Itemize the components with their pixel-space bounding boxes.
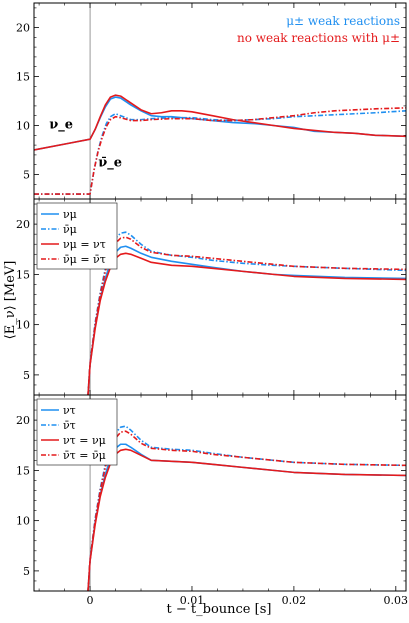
- series-line-3: [87, 252, 406, 395]
- series-line-2: [34, 94, 406, 151]
- annotation-text: μ± weak reactions: [286, 14, 400, 28]
- curve-label: ν̄_e: [98, 156, 122, 171]
- series-group: [34, 94, 406, 195]
- series-line-4: [87, 430, 406, 591]
- y-tick-label: 10: [16, 515, 30, 528]
- panel-frame: [33, 394, 407, 592]
- series-line-4: [87, 236, 406, 395]
- y-tick-label: 15: [16, 268, 30, 281]
- x-tick-label: 0.01: [180, 594, 205, 607]
- series-group: [87, 425, 406, 591]
- legend-label: ν̄τ: [63, 419, 76, 432]
- y-tick-label: 5: [23, 565, 30, 578]
- panel-1: 5 10 15 20 μ± weak reactions no weak reaction…: [16, 2, 407, 200]
- y-tick-label: 20: [16, 22, 30, 35]
- panel-3: 5 10 15 20 ντ ν̄τ ντ = νμ ν̄τ = ν̄μ 0 0.01 0.02 0.0…: [16, 394, 409, 607]
- curve-label: ν_e: [49, 117, 73, 132]
- legend-label: ν̄μ: [63, 223, 77, 236]
- annotation-text: no weak reactions with μ±: [237, 31, 400, 45]
- y-tick-label: 10: [16, 120, 30, 133]
- y-tick-label: 5: [23, 369, 30, 382]
- y-tick-label: 20: [16, 414, 30, 427]
- y-tick-label: 15: [16, 464, 30, 477]
- legend-label: ντ: [63, 404, 76, 417]
- panel-2: 5 10 15 20 νμ ν̄μ νμ = ντ ν̄μ = ν̄τ: [16, 198, 407, 396]
- x-tick-label: 0.03: [384, 594, 409, 607]
- y-tick-label: 5: [23, 169, 30, 182]
- x-tick-label: 0: [87, 594, 94, 607]
- legend-label: ντ = νμ: [63, 434, 106, 447]
- y-tick-label: 20: [16, 218, 30, 231]
- legend-label: ν̄τ = ν̄μ: [63, 449, 106, 462]
- y-axis-label: ⟨E_ν⟩ [MeV]: [3, 261, 18, 340]
- y-tick-label: 10: [16, 319, 30, 332]
- y-tick-label: 15: [16, 71, 30, 84]
- legend-label: νμ: [63, 208, 77, 221]
- legend-label: ν̄μ = ν̄τ: [63, 253, 106, 266]
- legend-label: νμ = ντ: [63, 238, 106, 251]
- series-line-3: [87, 448, 406, 591]
- x-axis-label: t − t_bounce [s]: [167, 602, 272, 617]
- series-line-4: [34, 107, 406, 195]
- series-line-1: [87, 443, 406, 591]
- series-line-3: [34, 110, 406, 195]
- x-tick-label: 0.02: [282, 594, 307, 607]
- series-group: [87, 231, 406, 395]
